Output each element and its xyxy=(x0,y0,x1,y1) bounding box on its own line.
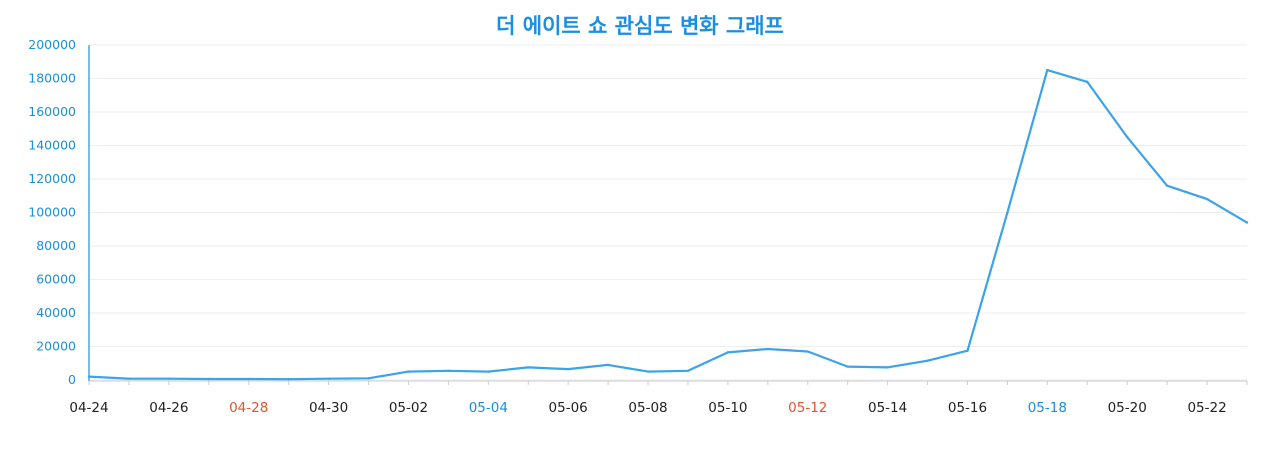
x-tick-label: 05-22 xyxy=(1187,400,1226,416)
data-point xyxy=(487,370,490,373)
y-tick-label: 60000 xyxy=(36,272,76,287)
y-tick-label: 140000 xyxy=(28,138,76,153)
x-tick-label: 05-06 xyxy=(549,400,588,416)
data-point xyxy=(686,369,690,372)
data-point xyxy=(367,377,370,380)
data-point xyxy=(566,367,570,371)
y-tick-label: 100000 xyxy=(28,205,76,220)
data-point xyxy=(127,377,131,380)
data-point xyxy=(247,377,250,381)
x-tick-label: 05-18 xyxy=(1028,400,1067,416)
data-point xyxy=(1126,135,1129,139)
x-tick-label: 05-02 xyxy=(389,400,428,416)
x-axis: 04-24 04-26 04-28 04-30 05-02 05-04 05-06 05-08… xyxy=(69,380,1248,416)
chart-title: 더 에이트 쇼 관심도 변화 그래프 xyxy=(496,14,784,38)
data-point xyxy=(806,350,809,353)
x-tick-label: 04-26 xyxy=(149,400,188,416)
series-line xyxy=(88,68,1248,381)
data-point xyxy=(606,363,610,367)
data-point xyxy=(1006,211,1009,214)
x-tick-label: 05-14 xyxy=(868,400,907,416)
y-axis: 0 20000 40000 60000 80000 100000 120000 140000 1… xyxy=(28,37,90,387)
grid-lines xyxy=(89,44,1247,381)
y-tick-label: 120000 xyxy=(28,171,76,186)
data-point xyxy=(407,370,410,373)
data-point xyxy=(167,377,171,380)
series-layer xyxy=(87,68,1249,381)
y-tick-label: 200000 xyxy=(28,37,76,52)
data-point xyxy=(327,377,330,380)
x-tick-label: 05-20 xyxy=(1108,400,1147,416)
x-tick-label: 05-04 xyxy=(469,400,508,416)
x-tick-label: 04-30 xyxy=(309,400,348,416)
data-point xyxy=(766,347,770,351)
data-point xyxy=(287,377,290,381)
data-point xyxy=(527,366,530,369)
x-tick-label: 05-12 xyxy=(788,400,827,416)
data-point xyxy=(726,351,730,354)
data-point xyxy=(1205,197,1209,201)
data-point xyxy=(926,359,929,362)
x-tick-label: 04-28 xyxy=(229,400,268,416)
y-tick-label: 40000 xyxy=(36,305,76,320)
data-point xyxy=(87,375,91,378)
data-point xyxy=(1245,221,1249,224)
data-point xyxy=(1046,68,1049,72)
data-point xyxy=(207,377,210,381)
y-tick-label: 160000 xyxy=(28,104,76,119)
data-point xyxy=(886,366,889,369)
y-tick-label: 20000 xyxy=(36,339,76,354)
y-tick-label: 0 xyxy=(68,372,76,387)
y-tick-label: 180000 xyxy=(28,71,76,86)
data-point xyxy=(1086,80,1089,84)
x-tick-label: 05-10 xyxy=(708,400,747,416)
x-tick-label: 04-24 xyxy=(69,400,108,416)
x-tick-label: 05-16 xyxy=(948,400,987,416)
data-point xyxy=(1165,184,1169,187)
data-point xyxy=(646,370,650,373)
data-point xyxy=(966,349,969,352)
y-tick-label: 80000 xyxy=(36,238,76,253)
x-tick-label: 05-08 xyxy=(628,400,667,416)
data-point xyxy=(447,369,450,372)
data-point xyxy=(846,365,849,368)
